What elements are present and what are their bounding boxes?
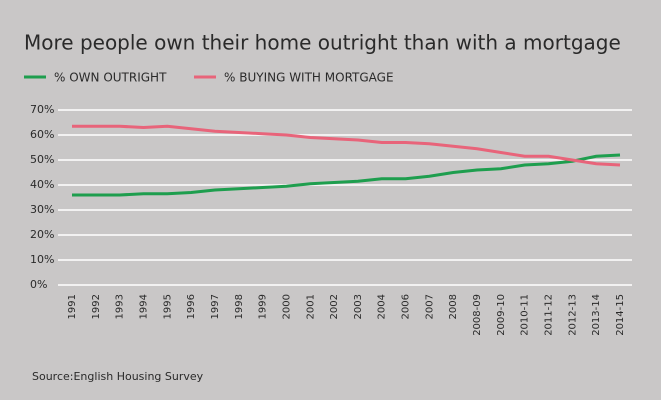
x-tick-label: 2000 bbox=[281, 294, 292, 319]
y-tick-label: 30% bbox=[30, 203, 54, 216]
x-tick-label: 1992 bbox=[91, 294, 102, 319]
x-tick-label: 2003 bbox=[353, 294, 364, 319]
x-tick-label: 2008 bbox=[448, 294, 459, 319]
x-tick-label: 1996 bbox=[186, 294, 197, 319]
x-tick-label: 2010-11 bbox=[520, 294, 531, 336]
x-tick-label: 2001 bbox=[305, 294, 316, 319]
y-tick-label: 20% bbox=[30, 228, 54, 241]
source: Source:English Housing Survey bbox=[32, 370, 204, 383]
x-tick-label: 2014-15 bbox=[615, 294, 626, 336]
y-tick-label: 0% bbox=[30, 278, 47, 291]
y-tick-label: 50% bbox=[30, 153, 54, 166]
x-tick-label: 1999 bbox=[258, 294, 269, 319]
x-tick-label: 1991 bbox=[67, 294, 78, 319]
y-tick-label: 10% bbox=[30, 253, 54, 266]
y-tick-label: 70% bbox=[30, 103, 54, 116]
x-tick-label: 2004 bbox=[377, 294, 388, 319]
x-tick-label: 2012-13 bbox=[567, 294, 578, 336]
line bbox=[72, 124, 621, 167]
x-tick-label: 2007 bbox=[424, 294, 435, 319]
x-tick-label: 2008-09 bbox=[472, 294, 483, 336]
x-tick-label: 1998 bbox=[234, 294, 245, 319]
x-tick-label: 2011-12 bbox=[544, 294, 555, 336]
legend-label: % OWN OUTRIGHT bbox=[54, 71, 167, 85]
x-tick-label: 2009-10 bbox=[496, 294, 507, 336]
x-tick-label: 2006 bbox=[401, 294, 412, 319]
line bbox=[72, 153, 621, 197]
x-tick-label: 2002 bbox=[329, 294, 340, 319]
x-tick-label: 1995 bbox=[162, 294, 173, 319]
y-tick-label: 60% bbox=[30, 128, 54, 141]
legend-label: % BUYING WITH MORTGAGE bbox=[224, 71, 394, 85]
x-tick-label: 1997 bbox=[210, 294, 221, 319]
y-tick-label: 40% bbox=[30, 178, 54, 191]
x-tick-label: 1993 bbox=[115, 294, 126, 319]
x-tick-label: 2013-14 bbox=[591, 294, 602, 336]
x-tick-label: 1994 bbox=[138, 294, 149, 319]
chart-title: More people own their home outright than… bbox=[24, 31, 621, 55]
